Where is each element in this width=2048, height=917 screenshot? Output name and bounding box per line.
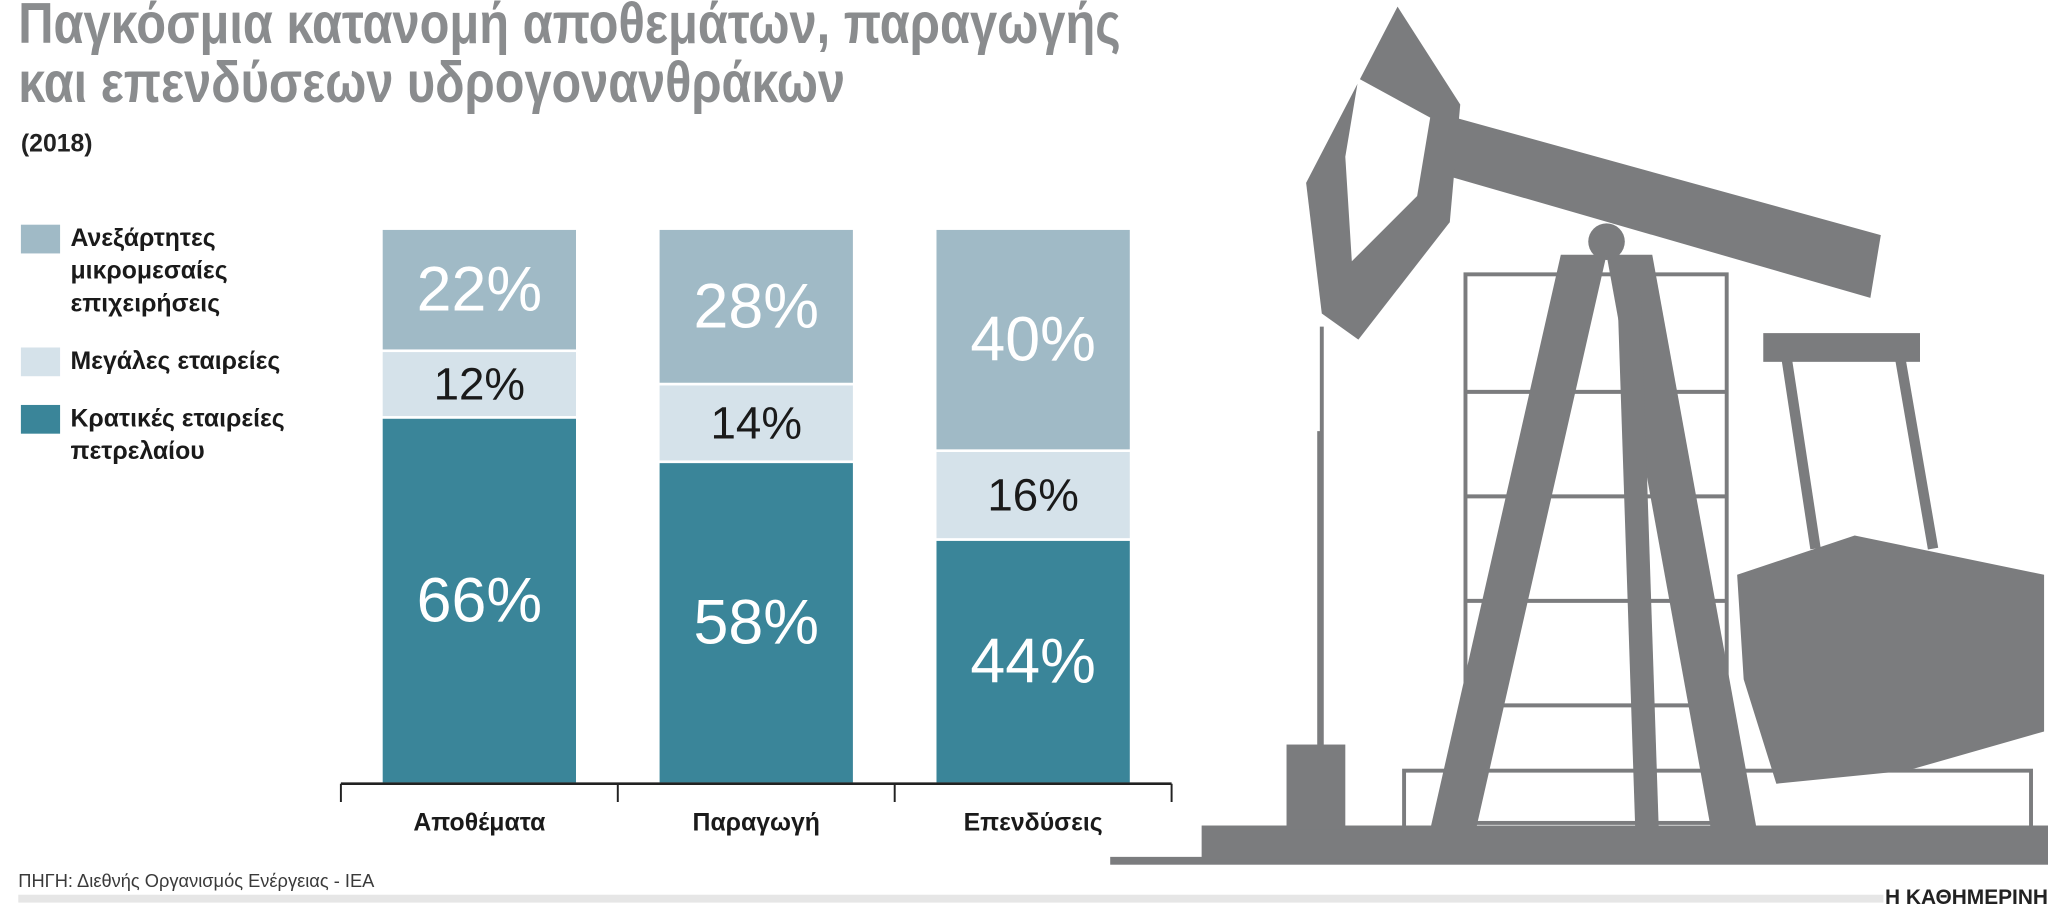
ground [1110,856,2048,865]
x-tick-label: Παραγωγή [693,810,820,837]
chart-title: Παγκόσμια κατανομή αποθεμάτων, παραγωγής… [18,0,1120,115]
legend-label: Κρατικές εταιρείες πετρελαίου [71,405,285,465]
data-label: 16% [987,470,1078,521]
pump-jack-illustration [1110,6,2048,865]
data-label: 44% [970,627,1095,697]
pitman-left [1781,358,1821,550]
bar-segment [380,416,579,786]
legend-swatch [20,404,61,434]
horse-head-cutout [1345,78,1431,262]
data-label: 66% [417,566,542,636]
data-label: 12% [434,359,525,410]
data-label: 58% [694,588,819,658]
leg-back [1616,280,1659,830]
equalizer [1763,333,1920,362]
bar-segment [380,227,579,353]
data-label: 28% [694,271,819,341]
brand: Η ΚΑΘΗΜΕΡΙΝΗ [1885,886,2048,909]
x-tick-label: Επενδύσεις [964,810,1103,837]
data-label: 40% [970,305,1095,375]
bar-segment [656,460,856,786]
bar-segment [933,449,1133,541]
data-label: 22% [417,255,542,325]
pitman-right [1895,358,1939,550]
subtitle: (2018) [21,131,93,158]
legend-swatch [20,347,61,377]
leg-left [1430,254,1607,830]
data-label: 14% [711,397,802,448]
source: ΠΗΓΗ: Διεθνής Οργανισμός Ενέργειας - IEA [18,870,375,891]
walking-beam [1404,107,1881,298]
gearbox-counterweight [1737,535,2045,784]
bar-segment [656,382,856,464]
x-tick-label: Αποθέματα [413,810,545,837]
footer-bar [18,894,1884,903]
legend-label: Ανεξάρτητες μικρομεσαίες επιχειρήσεις [71,225,228,317]
bar-segment [656,227,856,386]
legend-label: Μεγάλες εταιρείες [71,347,281,374]
bar-segment [933,227,1133,452]
wellhead [1286,744,1346,830]
legend-swatch [20,224,61,254]
saddle-bearing [1588,223,1625,260]
base [1201,825,2048,860]
